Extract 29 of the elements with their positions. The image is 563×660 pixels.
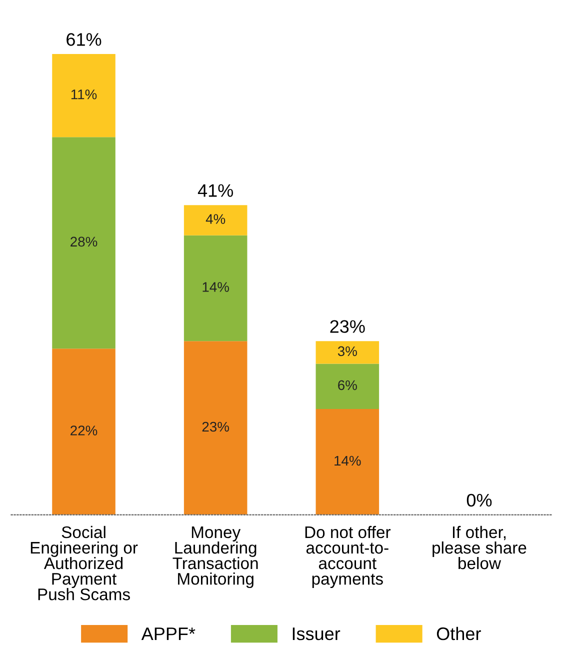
- data-label: 14%: [334, 456, 361, 466]
- total-label: 0%: [466, 494, 492, 507]
- bar: [52, 348, 116, 515]
- total-label: 41%: [198, 184, 234, 197]
- legend-label: Other: [436, 626, 481, 640]
- bar: [184, 341, 248, 515]
- bar: [316, 364, 380, 410]
- x-tick-label: Money Laundering Transaction Monitoring: [172, 526, 258, 588]
- x-tick-label: If other, please share below: [432, 526, 526, 570]
- data-label: 11%: [71, 90, 97, 100]
- total-label: 23%: [330, 320, 365, 333]
- legend-label: APPF*: [141, 628, 196, 640]
- data-label: 22%: [70, 426, 98, 436]
- bar: [184, 205, 248, 236]
- bar: [52, 137, 116, 349]
- data-label: 23%: [202, 422, 229, 432]
- bar: [316, 341, 380, 364]
- data-label: 14%: [202, 282, 229, 292]
- bar: [184, 235, 248, 342]
- x-tick-label: Do not offer account-to- account payments: [305, 526, 391, 588]
- data-label: 28%: [70, 236, 98, 247]
- x-tick-label: Social Engineering or Authorized Payment Push Scams: [30, 526, 138, 600]
- total-label: 61%: [66, 33, 102, 46]
- data-label: 3%: [338, 346, 357, 356]
- bar: [316, 409, 380, 515]
- data-label: 6%: [338, 380, 357, 390]
- data-label: 4%: [206, 214, 226, 224]
- legend-label: Issuer: [292, 628, 340, 640]
- bar: [52, 54, 116, 138]
